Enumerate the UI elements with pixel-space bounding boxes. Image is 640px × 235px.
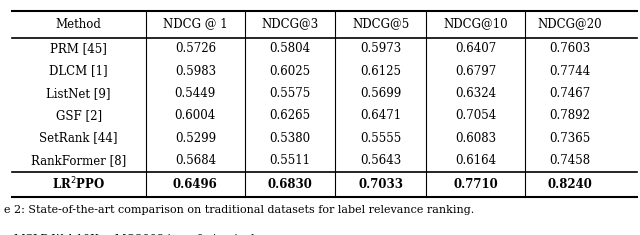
Text: 0.7710: 0.7710 xyxy=(453,178,498,191)
Text: 0.7365: 0.7365 xyxy=(550,132,591,145)
Text: 0.5699: 0.5699 xyxy=(360,87,401,100)
Text: 0.5449: 0.5449 xyxy=(175,87,216,100)
Text: 0.6125: 0.6125 xyxy=(360,65,401,78)
Text: 0.7603: 0.7603 xyxy=(550,42,591,55)
Text: SetRank [44]: SetRank [44] xyxy=(40,132,118,145)
Text: 0.6830: 0.6830 xyxy=(268,178,312,191)
Text: 0.7892: 0.7892 xyxy=(550,109,591,122)
Text: 0.7467: 0.7467 xyxy=(550,87,591,100)
Text: ListNet [9]: ListNet [9] xyxy=(47,87,111,100)
Text: 0.5380: 0.5380 xyxy=(269,132,310,145)
Text: 0.5555: 0.5555 xyxy=(360,132,401,145)
Text: 0.6025: 0.6025 xyxy=(269,65,310,78)
Text: 0.7744: 0.7744 xyxy=(550,65,591,78)
Text: 0.5973: 0.5973 xyxy=(360,42,401,55)
Text: 0.5983: 0.5983 xyxy=(175,65,216,78)
Text: Method: Method xyxy=(56,18,102,31)
Text: 0.5511: 0.5511 xyxy=(269,154,310,167)
Text: 0.6471: 0.6471 xyxy=(360,109,401,122)
Text: e 2: State-of-the-art comparison on traditional datasets for label relevance ran: e 2: State-of-the-art comparison on trad… xyxy=(4,205,474,215)
Text: 0.5643: 0.5643 xyxy=(360,154,401,167)
Text: DLCM [1]: DLCM [1] xyxy=(49,65,108,78)
Text: NDCG@5: NDCG@5 xyxy=(352,18,410,31)
Text: NDCG@3: NDCG@3 xyxy=(262,18,319,31)
Text: 0.6407: 0.6407 xyxy=(455,42,496,55)
Text: e MSLR-Web10K → MQ2008 transfering task.: e MSLR-Web10K → MQ2008 transfering task. xyxy=(4,234,261,235)
Text: NDCG@10: NDCG@10 xyxy=(443,18,508,31)
Text: 0.6797: 0.6797 xyxy=(455,65,496,78)
Text: 0.6496: 0.6496 xyxy=(173,178,218,191)
Text: LR$^2$PPO: LR$^2$PPO xyxy=(52,176,106,193)
Text: NDCG@20: NDCG@20 xyxy=(538,18,602,31)
Text: 0.5299: 0.5299 xyxy=(175,132,216,145)
Text: 0.5804: 0.5804 xyxy=(269,42,310,55)
Text: 0.6164: 0.6164 xyxy=(455,154,496,167)
Text: 0.7033: 0.7033 xyxy=(358,178,403,191)
Text: 0.5684: 0.5684 xyxy=(175,154,216,167)
Text: 0.7054: 0.7054 xyxy=(455,109,496,122)
Text: 0.7458: 0.7458 xyxy=(550,154,591,167)
Text: GSF [2]: GSF [2] xyxy=(56,109,102,122)
Text: NDCG @ 1: NDCG @ 1 xyxy=(163,18,228,31)
Text: 0.6004: 0.6004 xyxy=(175,109,216,122)
Text: 0.5575: 0.5575 xyxy=(269,87,310,100)
Text: 0.5726: 0.5726 xyxy=(175,42,216,55)
Text: 0.8240: 0.8240 xyxy=(548,178,593,191)
Text: 0.6265: 0.6265 xyxy=(269,109,310,122)
Text: 0.6324: 0.6324 xyxy=(455,87,496,100)
Text: PRM [45]: PRM [45] xyxy=(51,42,107,55)
Text: 0.6083: 0.6083 xyxy=(455,132,496,145)
Text: RankFormer [8]: RankFormer [8] xyxy=(31,154,126,167)
